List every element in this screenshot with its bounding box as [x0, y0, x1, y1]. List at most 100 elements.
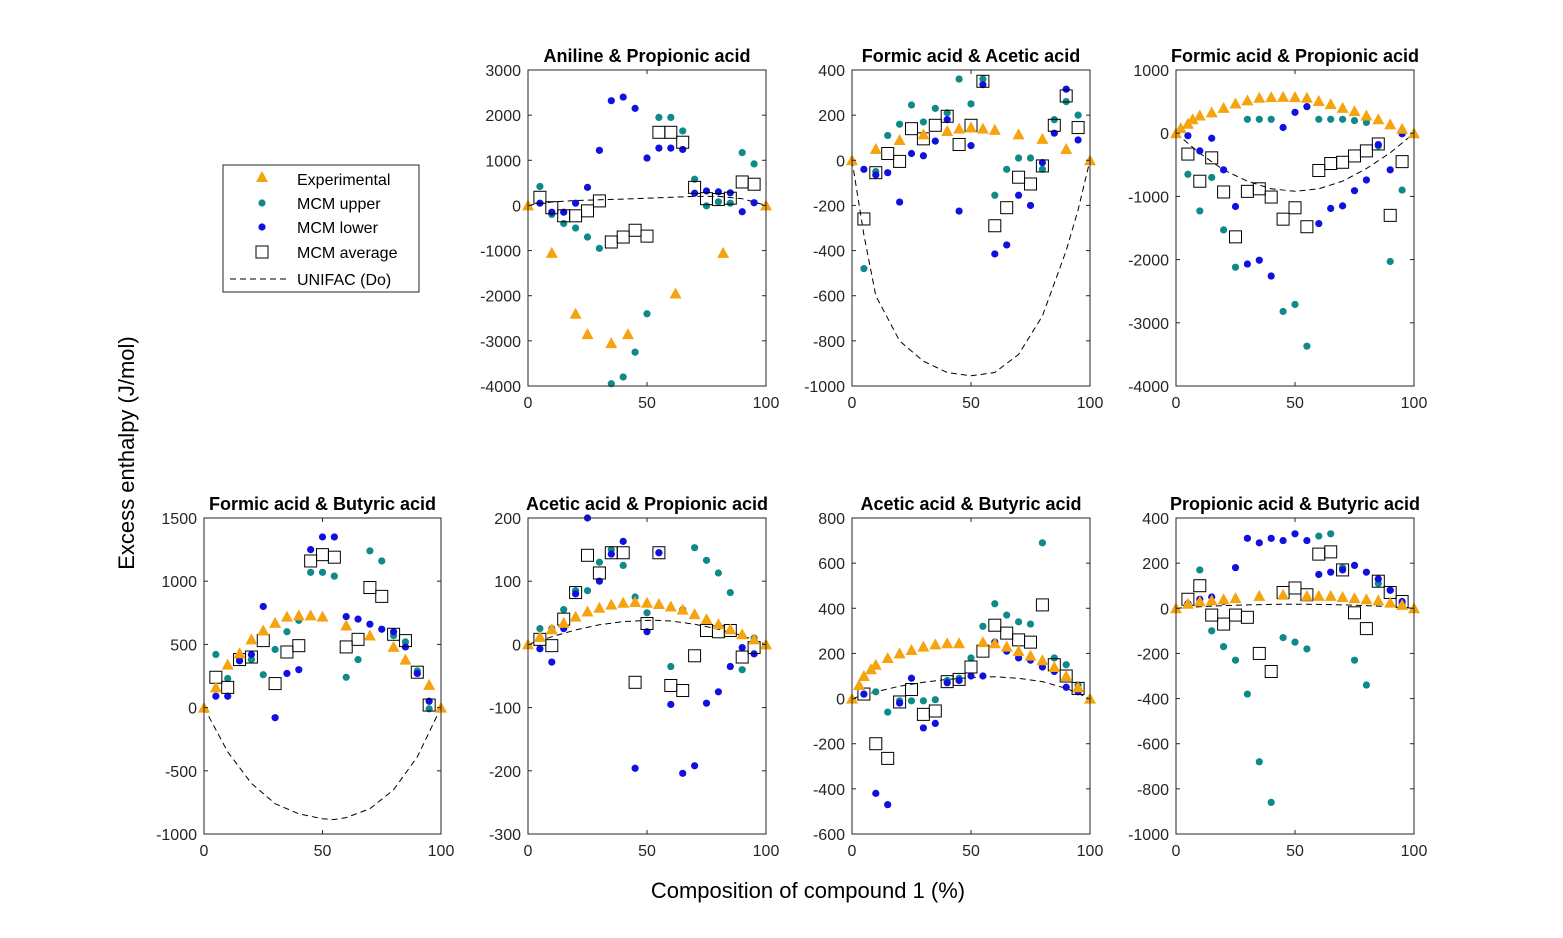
- mcm-average-point: [1252, 646, 1266, 660]
- mcm-average-point: [1217, 617, 1231, 631]
- y-tick-label: 0: [512, 637, 521, 654]
- mcm-lower-point: [1038, 158, 1046, 167]
- mcm-average-point: [988, 618, 1002, 632]
- mcm-lower-point: [366, 620, 374, 628]
- mcm-lower-point: [1303, 536, 1311, 545]
- y-tick-label: -600: [813, 289, 845, 306]
- mcm-upper-point: [401, 638, 410, 646]
- experimental-point: [605, 337, 618, 349]
- panel-title: Formic acid & Acetic acid: [862, 46, 1080, 66]
- y-tick-label: 500: [170, 637, 197, 654]
- mcm-average-point: [905, 683, 918, 697]
- mcm-average-point: [988, 219, 1002, 233]
- mcm-upper-point: [1398, 186, 1406, 194]
- mcm-lower-point: [1291, 530, 1299, 538]
- experimental-point: [1181, 597, 1194, 609]
- mcm-average-point: [976, 74, 990, 88]
- mcm-lower-point: [1315, 219, 1323, 228]
- experimental-point: [929, 638, 942, 650]
- legend-label-mcm-average: MCM average: [297, 245, 398, 262]
- mcm-upper-point: [330, 572, 338, 580]
- experimental-point: [1048, 660, 1061, 672]
- mcm-lower-point: [1350, 561, 1359, 570]
- plot-marks: [1170, 530, 1420, 807]
- mcm-upper-point: [1303, 645, 1311, 653]
- mcm-average-point: [881, 751, 895, 765]
- mcm-average-point: [964, 660, 978, 674]
- mcm-average-point: [747, 177, 761, 191]
- experimental-point: [748, 633, 761, 645]
- mcm-upper-point: [1279, 307, 1287, 316]
- y-tick-label: -600: [813, 827, 845, 844]
- experimental-point: [1072, 681, 1085, 693]
- experimental-point: [629, 596, 642, 608]
- mcm-average-point: [1300, 220, 1314, 234]
- experimental-point: [1396, 122, 1409, 134]
- mcm-average-point: [1047, 118, 1061, 132]
- mcm-average-point: [581, 548, 594, 562]
- experimental-point: [233, 647, 246, 659]
- experimental-point: [423, 678, 436, 690]
- mcm-lower-point: [1374, 575, 1382, 583]
- y-tick-label: 200: [494, 511, 521, 528]
- mcm-upper-point: [931, 696, 939, 704]
- mcm-lower-point: [619, 537, 627, 545]
- experimental-point: [1036, 132, 1049, 144]
- mcm-upper-point: [726, 588, 734, 597]
- legend-label-unifac: UNIFAC (Do): [297, 272, 391, 289]
- experimental-point: [617, 596, 630, 608]
- mcm-lower-point: [943, 679, 951, 687]
- mcm-upper-point: [212, 650, 220, 659]
- x-tick-label: 0: [848, 843, 857, 860]
- mcm-average-point: [893, 154, 907, 168]
- experimental-point: [221, 658, 234, 670]
- mcm-average-point: [881, 147, 895, 161]
- mcm-lower-point: [1196, 147, 1204, 155]
- experimental-point: [545, 246, 558, 258]
- mcm-average-point: [533, 190, 547, 204]
- mcm-upper-point: [536, 182, 544, 191]
- mcm-lower-point: [726, 662, 734, 671]
- mcm-lower-point: [907, 674, 916, 682]
- mcm-upper-point: [583, 233, 592, 241]
- x-tick-label: 0: [848, 395, 857, 412]
- experimental-point: [988, 637, 1001, 649]
- mcm-lower-point: [738, 208, 746, 216]
- mcm-upper-point: [860, 265, 868, 273]
- experimental-point: [941, 124, 954, 136]
- y-tick-label: -200: [1137, 646, 1169, 663]
- panel-4: 0 50 100 -1000 -500 0 500 1000 1500 Formic acid &…: [156, 494, 454, 860]
- mcm-upper-point: [1038, 165, 1046, 173]
- mcm-upper-point: [619, 561, 627, 570]
- plot-marks: [846, 74, 1096, 377]
- y-tick-label: -2000: [480, 289, 521, 306]
- mcm-upper-point: [1350, 116, 1359, 125]
- y-tick-label: -4000: [1128, 379, 1169, 396]
- mcm-upper-point: [560, 219, 568, 228]
- mcm-average-point: [351, 632, 365, 646]
- mcm-upper-point: [931, 104, 939, 112]
- experimental-point: [917, 128, 930, 140]
- mcm-average-point: [1359, 144, 1373, 158]
- experimental-point: [1217, 101, 1230, 113]
- experimental-point: [316, 610, 329, 622]
- mcm-upper-point: [560, 606, 568, 614]
- x-tick-label: 50: [638, 843, 656, 860]
- mcm-average-point: [569, 586, 583, 600]
- mcm-average-point: [628, 675, 642, 689]
- experimental-point: [363, 629, 376, 641]
- y-tick-label: 0: [512, 198, 521, 215]
- experimental-point: [1229, 592, 1242, 604]
- experimental-point: [1336, 101, 1349, 113]
- x-tick-label: 100: [753, 843, 780, 860]
- panel-6: 0 50 100 -600 -400 -200 0 200 400 600 800 Acetic ac…: [813, 494, 1103, 860]
- experimental-point: [1253, 589, 1266, 601]
- mcm-lower-point: [572, 590, 580, 598]
- mcm-lower-point: [536, 645, 544, 653]
- mcm-lower-point: [726, 189, 734, 197]
- mcm-average-point: [1012, 170, 1026, 184]
- mcm-average-point: [422, 698, 436, 712]
- x-tick-label: 0: [1172, 843, 1181, 860]
- x-tick-label: 100: [753, 395, 780, 412]
- mcm-lower-point: [259, 602, 267, 611]
